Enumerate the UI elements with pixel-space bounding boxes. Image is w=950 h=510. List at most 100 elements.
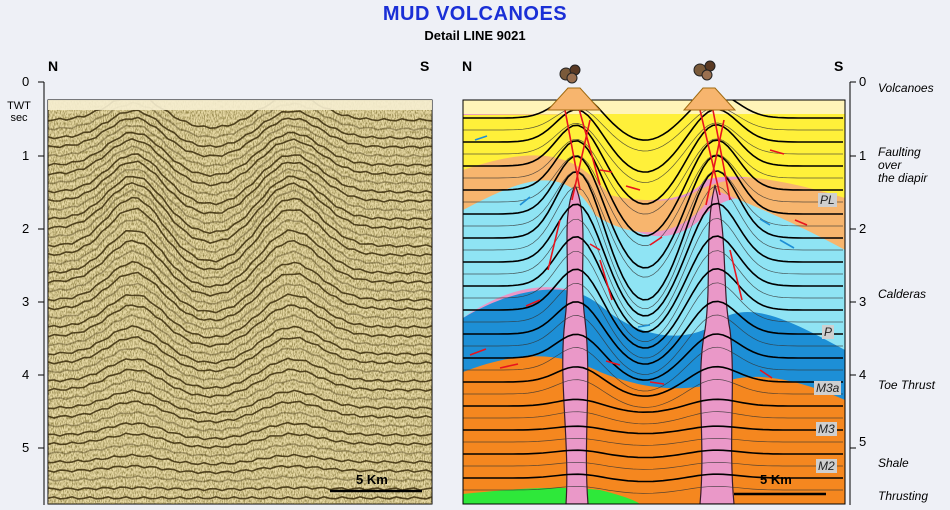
seismic-reflector bbox=[48, 109, 432, 149]
annotation-toe-thrust: Toe Thrust bbox=[878, 378, 935, 392]
seismic-reflector bbox=[48, 131, 432, 178]
seismic-reflector bbox=[48, 153, 432, 206]
seismic-reflector bbox=[48, 443, 432, 458]
horizon-thin-line bbox=[463, 486, 843, 494]
seismic-reflector bbox=[48, 249, 432, 305]
seismic-reflector bbox=[48, 495, 432, 500]
horizon-line bbox=[463, 473, 843, 483]
left-north-label: N bbox=[48, 58, 59, 74]
annotation-volcanoes: Volcanoes bbox=[878, 81, 934, 95]
horizon-thin-line bbox=[463, 462, 843, 470]
figure-subtitle: Detail LINE 9021 bbox=[424, 28, 526, 43]
left-tick-3: 3 bbox=[22, 294, 30, 309]
seismic-reflector bbox=[48, 346, 432, 381]
horizon-thin-line bbox=[463, 138, 843, 215]
interpreted-section bbox=[463, 100, 845, 504]
seismic-reflector bbox=[48, 464, 432, 475]
seismic-reflector bbox=[48, 389, 432, 416]
seismic-reflector bbox=[48, 324, 432, 365]
seismic-reflector bbox=[48, 506, 432, 508]
seismic-reflector bbox=[48, 101, 432, 139]
horizon-line bbox=[463, 154, 843, 269]
horizon-thin-line bbox=[463, 379, 843, 408]
left-scale-label: 5 Km bbox=[356, 472, 388, 487]
seismic-reflector bbox=[48, 160, 432, 215]
horizon-thin-line bbox=[463, 250, 843, 342]
seismic-reflector bbox=[48, 239, 432, 297]
seismic-reflector bbox=[48, 335, 432, 373]
right-tick-3: 3 bbox=[859, 294, 867, 309]
seismic-reflector bbox=[48, 196, 432, 263]
section-frame bbox=[462, 99, 846, 505]
seismic-reflector bbox=[48, 123, 432, 167]
horizon-thin-line bbox=[463, 170, 843, 278]
seismic-reflector bbox=[48, 138, 432, 187]
seismic-reflector bbox=[48, 304, 432, 348]
unit-label-pl: PL bbox=[818, 193, 837, 207]
seismic-reflector bbox=[48, 486, 432, 492]
left-time-axis bbox=[38, 81, 45, 505]
figure-title: MUD VOLCANOES bbox=[382, 3, 568, 25]
seismic-reflector bbox=[48, 175, 432, 235]
annotation-thrusting: Thrusting bbox=[878, 489, 929, 503]
mud-volcano-icon bbox=[682, 60, 737, 111]
right-tick-2: 2 bbox=[859, 221, 867, 236]
seismic-reflector bbox=[48, 410, 432, 432]
horizon-line bbox=[463, 108, 843, 173]
horizon-thin-line bbox=[463, 438, 843, 446]
horizon-line bbox=[463, 170, 843, 301]
unit-label-m2: M2 bbox=[816, 459, 837, 473]
horizon-thin-line bbox=[463, 218, 843, 326]
seismic-reflector bbox=[48, 368, 432, 399]
horizon-line bbox=[463, 139, 843, 237]
horizon-line bbox=[463, 235, 843, 333]
horizon-line bbox=[463, 123, 843, 205]
left-tick-4: 4 bbox=[22, 367, 30, 382]
left-tick-0: 0 bbox=[22, 74, 30, 89]
unit-label-m3: M3 bbox=[816, 422, 837, 436]
axis-unit-label: TWT sec bbox=[7, 100, 31, 124]
right-tick-4: 4 bbox=[859, 367, 867, 382]
horizon-thin-line bbox=[463, 346, 843, 392]
seismic-reflector bbox=[48, 188, 432, 253]
seismic-reflector bbox=[48, 207, 432, 271]
horizon-thin-line bbox=[463, 185, 843, 310]
seismic-reflector bbox=[48, 116, 432, 158]
seismic-reflector bbox=[48, 271, 432, 322]
horizon-thin-line bbox=[463, 411, 843, 425]
unit-label-m3a: M3a bbox=[814, 381, 842, 395]
seismic-reflector bbox=[48, 400, 432, 424]
right-tick-0: 0 bbox=[859, 74, 867, 89]
horizon-line bbox=[463, 267, 843, 349]
horizon-line bbox=[463, 425, 843, 435]
seismic-reflector bbox=[48, 314, 432, 356]
horizon-line bbox=[463, 333, 843, 381]
right-scale-label: 5 Km bbox=[760, 472, 792, 487]
horizon-thin-line bbox=[463, 282, 843, 359]
right-north-label: N bbox=[462, 58, 473, 74]
right-tick-1: 1 bbox=[859, 148, 867, 163]
left-tick-5: 5 bbox=[22, 440, 30, 455]
seismic-reflector bbox=[48, 260, 432, 314]
horizon-line bbox=[463, 398, 843, 414]
left-tick-2: 2 bbox=[22, 221, 30, 236]
unit-label-p: P bbox=[822, 325, 835, 339]
seismic-reflector bbox=[48, 229, 432, 288]
seismic-reflector bbox=[48, 167, 432, 225]
horizon-thin-line bbox=[463, 314, 843, 375]
seismic-reflector bbox=[48, 293, 432, 339]
right-tick-5: 5 bbox=[859, 434, 867, 449]
annotation-calderas: Calderas bbox=[878, 287, 927, 301]
seismic-reflector bbox=[48, 378, 432, 407]
seismic-reflector bbox=[48, 181, 432, 244]
horizon-line bbox=[463, 300, 843, 365]
mud-volcano-icon bbox=[546, 64, 602, 111]
seismic-reflector bbox=[48, 453, 432, 466]
seismic-reflector bbox=[48, 432, 432, 449]
seismic-reflector bbox=[48, 474, 432, 483]
left-south-label: S bbox=[420, 58, 430, 74]
seismic-reflector bbox=[48, 282, 432, 331]
annotation-shale: Shale bbox=[878, 456, 909, 470]
seismic-reflector bbox=[48, 145, 432, 196]
